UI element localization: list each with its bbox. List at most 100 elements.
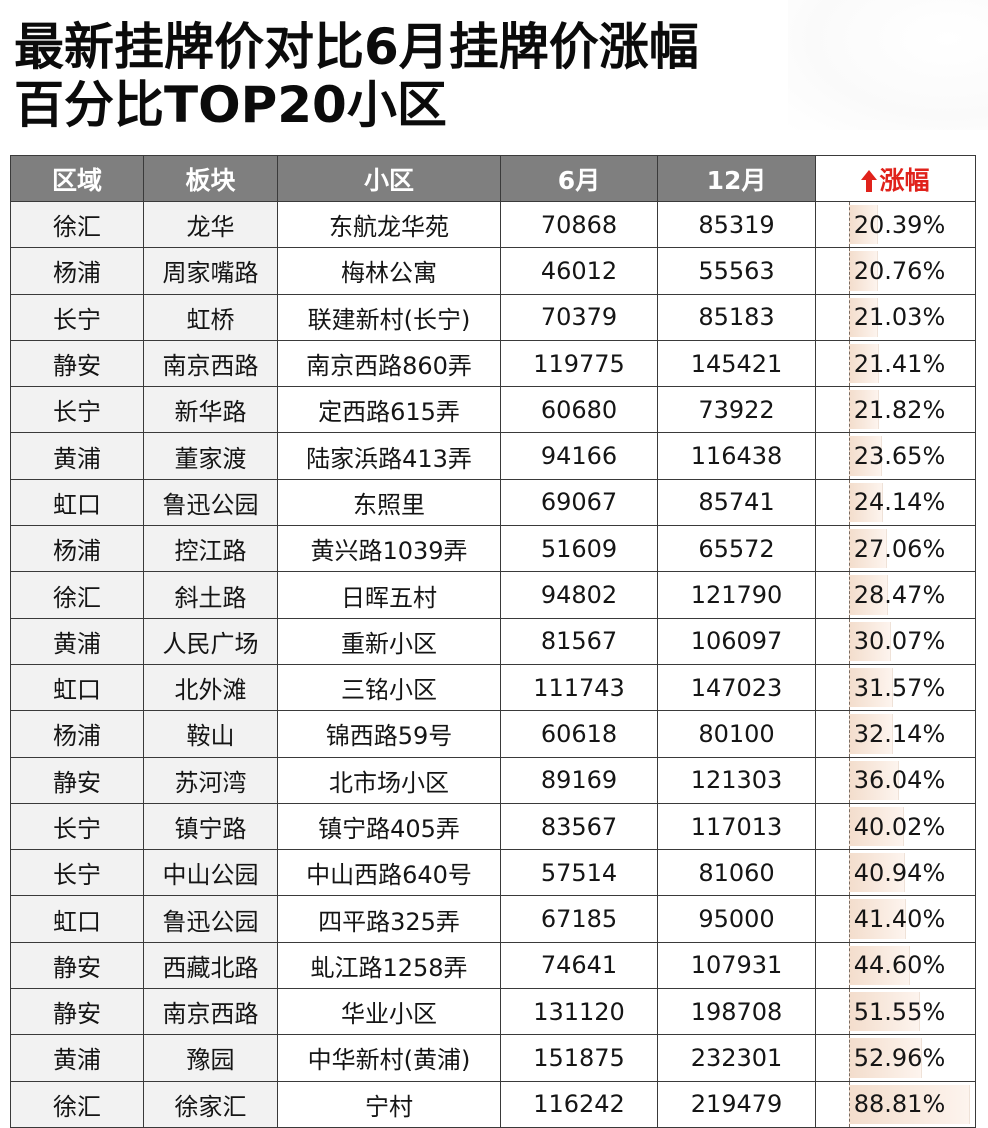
cell-rise-pct: 21.41% xyxy=(815,339,976,388)
data-bar-axis xyxy=(849,202,850,247)
header-rise-label: 涨幅 xyxy=(879,165,930,195)
cell-rise-pct: 24.14% xyxy=(815,478,976,527)
cell-community: 锦西路59号 xyxy=(277,710,501,758)
rise-value: 41.40% xyxy=(853,905,946,934)
cell-rise-pct: 30.07% xyxy=(815,617,976,665)
table-row: 杨浦 控江路 黄兴路1039弄 51609 65572 27.06% xyxy=(10,525,976,573)
cell-community: 宁村 xyxy=(277,1080,501,1128)
rise-value: 21.03% xyxy=(853,303,946,332)
cell-june-price: 81567 xyxy=(500,617,658,665)
table-row: 长宁 中山公园 中山西路640号 57514 81060 40.94% xyxy=(10,849,976,897)
cell-june-price: 83567 xyxy=(500,802,658,851)
cell-june-price: 70868 xyxy=(500,200,658,249)
table-header-row: 区域 板块 小区 6月 12月 涨幅 xyxy=(10,155,976,202)
cell-sector: 周家嘴路 xyxy=(143,247,278,295)
cell-community: 中华新村(黄浦) xyxy=(277,1034,501,1082)
data-bar-axis xyxy=(849,1082,850,1127)
data-bar-axis xyxy=(849,619,850,664)
rise-value: 44.60% xyxy=(853,951,946,980)
cell-sector: 镇宁路 xyxy=(143,802,278,851)
rise-value: 52.96% xyxy=(853,1043,946,1072)
cell-december-price: 80100 xyxy=(657,710,816,758)
cell-june-price: 69067 xyxy=(500,478,658,527)
title-line-2: 百分比TOP20小区 xyxy=(14,76,447,134)
cell-community: 镇宁路405弄 xyxy=(277,802,501,851)
data-bar xyxy=(849,667,893,708)
data-bar-axis xyxy=(849,943,850,988)
table-row: 长宁 镇宁路 镇宁路405弄 83567 117013 40.02% xyxy=(10,802,976,851)
cell-sector: 苏河湾 xyxy=(143,756,278,804)
data-bar xyxy=(849,251,878,291)
cell-district: 长宁 xyxy=(10,386,144,434)
cell-community: 华业小区 xyxy=(277,988,501,1036)
rise-value: 24.14% xyxy=(853,488,946,517)
cell-june-price: 74641 xyxy=(500,941,658,990)
cell-sector: 鞍山 xyxy=(143,710,278,758)
cell-community: 日晖五村 xyxy=(277,571,501,619)
cell-june-price: 116242 xyxy=(500,1080,658,1128)
cell-june-price: 94166 xyxy=(500,432,658,480)
cell-district: 静安 xyxy=(10,756,144,804)
table-row: 长宁 虹桥 联建新村(长宁) 70379 85183 21.03% xyxy=(10,293,976,341)
cell-sector: 豫园 xyxy=(143,1034,278,1082)
data-bar xyxy=(849,436,882,476)
table-row: 黄浦 董家渡 陆家浜路413弄 94166 116438 23.65% xyxy=(10,432,976,480)
cell-sector: 虹桥 xyxy=(143,293,278,341)
cell-december-price: 147023 xyxy=(657,663,816,712)
data-bar xyxy=(849,945,910,986)
rise-value: 30.07% xyxy=(853,627,946,656)
data-bar xyxy=(849,853,905,893)
rise-value: 21.41% xyxy=(853,349,946,378)
arrow-up-icon xyxy=(861,166,878,195)
cell-december-price: 65572 xyxy=(657,525,816,573)
cell-community: 梅林公寓 xyxy=(277,247,501,295)
cell-rise-pct: 21.03% xyxy=(815,293,976,341)
cell-community: 定西路615弄 xyxy=(277,386,501,434)
data-bar xyxy=(849,205,878,245)
rise-value: 20.76% xyxy=(853,256,946,285)
data-bar-axis xyxy=(849,896,850,942)
table-row: 静安 西藏北路 虬江路1258弄 74641 107931 44.60% xyxy=(10,941,976,990)
cell-community: 中山西路640号 xyxy=(277,849,501,897)
table-row: 徐汇 徐家汇 宁村 116242 219479 88.81% xyxy=(10,1080,976,1128)
cell-june-price: 70379 xyxy=(500,293,658,341)
cell-sector: 人民广场 xyxy=(143,617,278,665)
cell-rise-pct: 20.39% xyxy=(815,200,976,249)
cell-december-price: 145421 xyxy=(657,339,816,388)
cell-rise-pct: 40.02% xyxy=(815,802,976,851)
cell-june-price: 60618 xyxy=(500,710,658,758)
cell-december-price: 232301 xyxy=(657,1034,816,1082)
cell-district: 杨浦 xyxy=(10,525,144,573)
rise-value: 21.82% xyxy=(853,395,946,424)
table-row: 虹口 鲁迅公园 东照里 69067 85741 24.14% xyxy=(10,478,976,527)
header-district: 区域 xyxy=(10,155,144,202)
data-bar xyxy=(849,992,920,1032)
cell-june-price: 119775 xyxy=(500,339,658,388)
cell-rise-pct: 20.76% xyxy=(815,247,976,295)
cell-sector: 中山公园 xyxy=(143,849,278,897)
data-bar xyxy=(849,806,904,847)
cell-rise-pct: 52.96% xyxy=(815,1034,976,1082)
cell-community: 南京西路860弄 xyxy=(277,339,501,388)
cell-rise-pct: 36.04% xyxy=(815,756,976,804)
cell-sector: 董家渡 xyxy=(143,432,278,480)
cell-sector: 斜土路 xyxy=(143,571,278,619)
cell-community: 东航龙华苑 xyxy=(277,200,501,249)
cell-december-price: 198708 xyxy=(657,988,816,1036)
cell-sector: 南京西路 xyxy=(143,988,278,1036)
data-bar xyxy=(849,1038,922,1078)
table-row: 徐汇 龙华 东航龙华苑 70868 85319 20.39% xyxy=(10,200,976,249)
data-bar xyxy=(849,899,906,939)
cell-rise-pct: 40.94% xyxy=(815,849,976,897)
table-row: 静安 南京西路 南京西路860弄 119775 145421 21.41% xyxy=(10,339,976,388)
cell-december-price: 121303 xyxy=(657,756,816,804)
cell-sector: 龙华 xyxy=(143,200,278,249)
cell-community: 四平路325弄 xyxy=(277,895,501,943)
cell-june-price: 94802 xyxy=(500,571,658,619)
cell-district: 杨浦 xyxy=(10,710,144,758)
rise-value: 23.65% xyxy=(853,442,946,471)
header-community: 小区 xyxy=(277,155,501,202)
cell-june-price: 131120 xyxy=(500,988,658,1036)
cell-sector: 鲁迅公园 xyxy=(143,895,278,943)
data-bar-axis xyxy=(849,711,850,757)
